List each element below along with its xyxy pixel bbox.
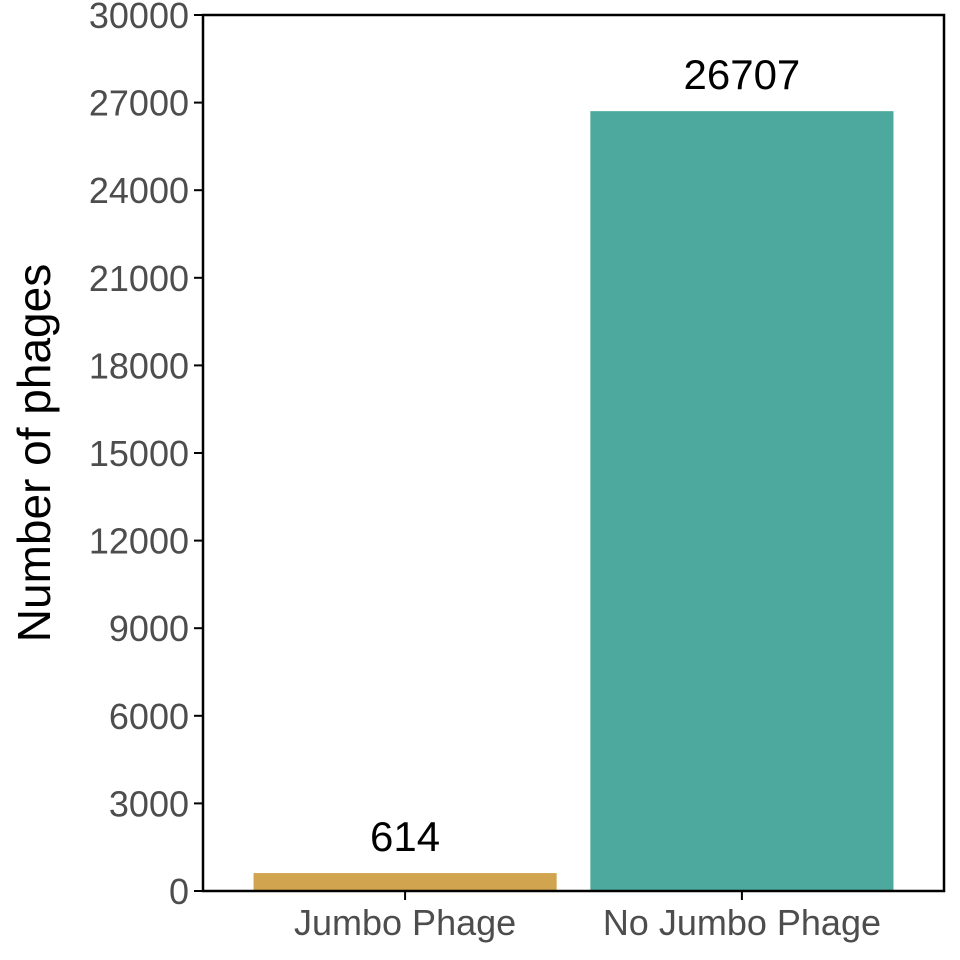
y-tick-label: 24000 (89, 170, 189, 211)
y-tick-label: 18000 (89, 345, 189, 386)
y-tick-label: 6000 (109, 696, 189, 737)
bar-no-jumbo-phage (590, 111, 894, 892)
y-tick-label: 12000 (89, 521, 189, 562)
y-axis-title: Number of phages (8, 264, 60, 642)
data-label: 614 (370, 813, 440, 860)
bars-layer (253, 111, 894, 892)
bar-jumbo-phage (253, 873, 557, 891)
x-tick-label: Jumbo Phage (294, 902, 516, 943)
y-tick-label: 21000 (89, 258, 189, 299)
y-tick-label: 0 (169, 871, 189, 912)
y-tick-label: 30000 (89, 0, 189, 36)
x-tick-label: No Jumbo Phage (603, 902, 881, 943)
y-tick-label: 9000 (109, 608, 189, 649)
y-tick-label: 27000 (89, 83, 189, 124)
data-labels-layer: 614 26707 (370, 51, 800, 860)
y-tick-label: 3000 (109, 783, 189, 824)
data-label: 26707 (684, 51, 801, 98)
x-axis: Jumbo Phage No Jumbo Phage (294, 891, 881, 943)
y-tick-label: 15000 (89, 433, 189, 474)
y-axis: 0 3000 6000 9000 12000 15000 18000 21000 24000 27… (89, 0, 203, 912)
